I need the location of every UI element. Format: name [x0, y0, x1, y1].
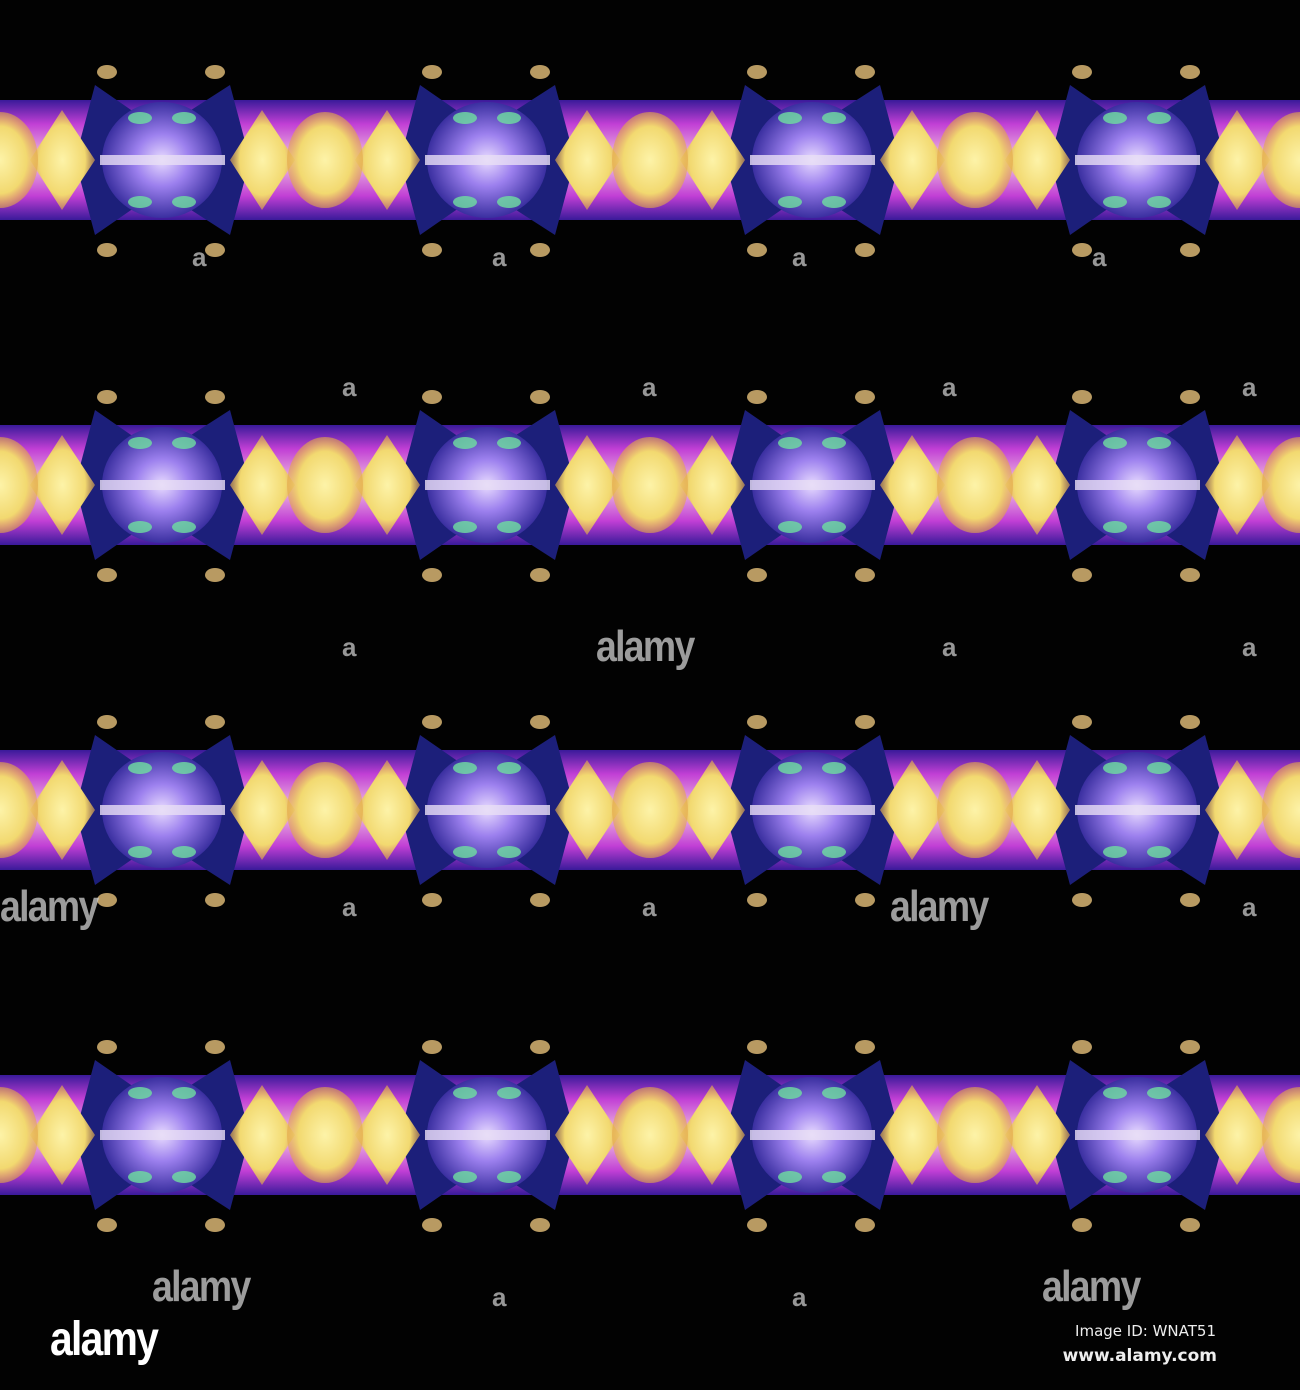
- watermark-letter: a: [1242, 632, 1257, 662]
- watermark-brand: alamy: [0, 882, 99, 931]
- watermark-letter: a: [342, 632, 357, 662]
- watermark-letter: a: [1242, 372, 1257, 402]
- watermark-letter: a: [642, 372, 657, 402]
- watermark-letter: a: [642, 892, 657, 922]
- watermark-letter: a: [492, 242, 507, 272]
- watermark-letter: a: [342, 892, 357, 922]
- site-url: www.alamy.com: [1062, 1346, 1217, 1366]
- watermark-brand: alamy: [152, 1262, 251, 1311]
- watermark-letter: a: [1242, 892, 1257, 922]
- pattern-artwork: [0, 0, 1300, 1300]
- watermark-letter: a: [942, 372, 957, 402]
- watermark-brand: alamy: [596, 622, 695, 671]
- watermark-letter: a: [1092, 242, 1107, 272]
- alamy-logo: alamy: [50, 1313, 159, 1366]
- pattern-fill: [0, 0, 1300, 1300]
- watermark-letter: a: [792, 1282, 807, 1312]
- watermark-brand: alamy: [890, 882, 989, 931]
- watermark-letter: a: [342, 372, 357, 402]
- watermark-letter: a: [492, 1282, 507, 1312]
- watermark-brand: alamy: [1042, 1262, 1141, 1311]
- image-id: Image ID: WNAT51: [1075, 1322, 1216, 1340]
- watermark-letter: a: [792, 242, 807, 272]
- watermark-letter: a: [192, 242, 207, 272]
- watermark-letter: a: [942, 632, 957, 662]
